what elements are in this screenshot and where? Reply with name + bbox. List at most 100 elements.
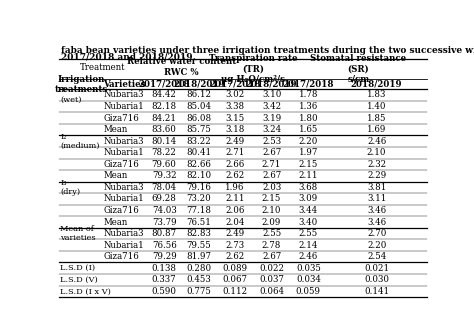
Text: 2.49: 2.49 xyxy=(225,137,245,146)
Text: 79.32: 79.32 xyxy=(152,171,176,180)
Text: 3.40: 3.40 xyxy=(299,217,318,226)
Text: Giza716: Giza716 xyxy=(104,114,139,123)
Text: I₁
(wet): I₁ (wet) xyxy=(60,86,82,104)
Text: 3.38: 3.38 xyxy=(225,102,245,111)
Text: 86.12: 86.12 xyxy=(187,90,211,99)
Text: 0.067: 0.067 xyxy=(222,275,247,284)
Text: 78.22: 78.22 xyxy=(152,148,177,157)
Text: 3.46: 3.46 xyxy=(367,206,386,215)
Text: 73.20: 73.20 xyxy=(187,194,211,203)
Text: 84.21: 84.21 xyxy=(152,114,177,123)
Text: Nubaria1: Nubaria1 xyxy=(104,194,145,203)
Text: 0.590: 0.590 xyxy=(152,287,177,296)
Text: Irrigation
treatments: Irrigation treatments xyxy=(55,75,108,94)
Text: 2.55: 2.55 xyxy=(299,229,318,238)
Text: 0.453: 0.453 xyxy=(187,275,211,284)
Text: 2.14: 2.14 xyxy=(299,241,318,250)
Text: 2018/2019: 2018/2019 xyxy=(173,80,225,89)
Text: 78.04: 78.04 xyxy=(152,183,177,192)
Text: 0.141: 0.141 xyxy=(364,287,389,296)
Text: Nubaria3: Nubaria3 xyxy=(104,183,144,192)
Text: 2.46: 2.46 xyxy=(367,137,386,146)
Text: 2.29: 2.29 xyxy=(367,171,386,180)
Text: Nubaria3: Nubaria3 xyxy=(104,137,144,146)
Text: 2.71: 2.71 xyxy=(262,160,281,169)
Text: 85.04: 85.04 xyxy=(187,102,211,111)
Text: Treatment: Treatment xyxy=(80,63,126,72)
Text: 3.46: 3.46 xyxy=(367,217,386,226)
Text: I₂
(medium): I₂ (medium) xyxy=(60,133,100,150)
Text: I₃
(dry): I₃ (dry) xyxy=(60,179,81,196)
Text: 2.62: 2.62 xyxy=(225,171,245,180)
Text: 2018/2019: 2018/2019 xyxy=(351,80,402,89)
Text: 76.56: 76.56 xyxy=(152,241,176,250)
Text: 3.44: 3.44 xyxy=(299,206,318,215)
Text: L.S.D (I): L.S.D (I) xyxy=(60,264,95,272)
Text: 2.46: 2.46 xyxy=(299,252,318,261)
Text: 76.51: 76.51 xyxy=(187,217,211,226)
Text: Giza716: Giza716 xyxy=(104,206,139,215)
Text: 0.775: 0.775 xyxy=(187,287,211,296)
Text: 2.11: 2.11 xyxy=(225,194,245,203)
Text: 1.65: 1.65 xyxy=(299,125,318,134)
Text: 2017/2018: 2017/2018 xyxy=(138,80,190,89)
Text: 86.08: 86.08 xyxy=(186,114,211,123)
Text: 3.15: 3.15 xyxy=(225,114,245,123)
Text: 0.021: 0.021 xyxy=(364,264,389,273)
Text: 2.20: 2.20 xyxy=(367,241,386,250)
Text: Nubaria3: Nubaria3 xyxy=(104,90,144,99)
Text: 3.10: 3.10 xyxy=(262,90,281,99)
Text: Mean: Mean xyxy=(104,171,128,180)
Text: 80.87: 80.87 xyxy=(152,229,177,238)
Text: 79.55: 79.55 xyxy=(187,241,211,250)
Text: Giza716: Giza716 xyxy=(104,160,139,169)
Text: Relative water content
RWC %: Relative water content RWC % xyxy=(127,57,236,77)
Text: 1.40: 1.40 xyxy=(367,102,386,111)
Text: Giza716: Giza716 xyxy=(104,252,139,261)
Text: 1.83: 1.83 xyxy=(367,90,386,99)
Text: 2.71: 2.71 xyxy=(225,148,245,157)
Text: 0.034: 0.034 xyxy=(296,275,321,284)
Text: 3.81: 3.81 xyxy=(367,183,386,192)
Text: 2018/2019: 2018/2019 xyxy=(246,80,297,89)
Text: 2.54: 2.54 xyxy=(367,252,386,261)
Text: 0.280: 0.280 xyxy=(186,264,211,273)
Text: 3.42: 3.42 xyxy=(262,102,281,111)
Text: 0.138: 0.138 xyxy=(152,264,177,273)
Text: Varieties: Varieties xyxy=(103,80,146,89)
Text: 1.96: 1.96 xyxy=(225,183,245,192)
Text: 85.75: 85.75 xyxy=(187,125,211,134)
Text: Mean: Mean xyxy=(104,217,128,226)
Text: Transpiration rate
(TR)
μg H₂O/cm²/s: Transpiration rate (TR) μg H₂O/cm²/s xyxy=(209,54,298,84)
Text: 2.73: 2.73 xyxy=(225,241,245,250)
Text: 2.67: 2.67 xyxy=(262,252,281,261)
Text: 0.037: 0.037 xyxy=(259,275,284,284)
Text: 1.69: 1.69 xyxy=(367,125,386,134)
Text: 2.06: 2.06 xyxy=(225,206,245,215)
Text: 2.10: 2.10 xyxy=(262,206,282,215)
Text: 80.41: 80.41 xyxy=(186,148,211,157)
Text: 1.85: 1.85 xyxy=(367,114,386,123)
Text: 0.064: 0.064 xyxy=(259,287,284,296)
Text: 82.83: 82.83 xyxy=(187,229,211,238)
Text: 79.60: 79.60 xyxy=(152,160,177,169)
Text: 2.66: 2.66 xyxy=(225,160,245,169)
Text: Nubaria1: Nubaria1 xyxy=(104,102,145,111)
Text: L.S.D (I x V): L.S.D (I x V) xyxy=(60,287,111,295)
Text: 3.68: 3.68 xyxy=(299,183,318,192)
Text: 79.29: 79.29 xyxy=(152,252,176,261)
Text: 0.059: 0.059 xyxy=(296,287,321,296)
Text: 74.03: 74.03 xyxy=(152,206,176,215)
Text: 1.97: 1.97 xyxy=(299,148,318,157)
Text: 2.67: 2.67 xyxy=(262,148,281,157)
Text: 1.36: 1.36 xyxy=(299,102,318,111)
Text: 2.62: 2.62 xyxy=(225,252,245,261)
Text: 2.53: 2.53 xyxy=(262,137,281,146)
Text: L.S.D (V): L.S.D (V) xyxy=(60,276,98,284)
Text: 2.20: 2.20 xyxy=(299,137,318,146)
Text: 2.78: 2.78 xyxy=(262,241,281,250)
Text: 69.28: 69.28 xyxy=(152,194,177,203)
Text: 2017/2018: 2017/2018 xyxy=(283,80,334,89)
Text: 77.18: 77.18 xyxy=(187,206,211,215)
Text: 3.11: 3.11 xyxy=(367,194,386,203)
